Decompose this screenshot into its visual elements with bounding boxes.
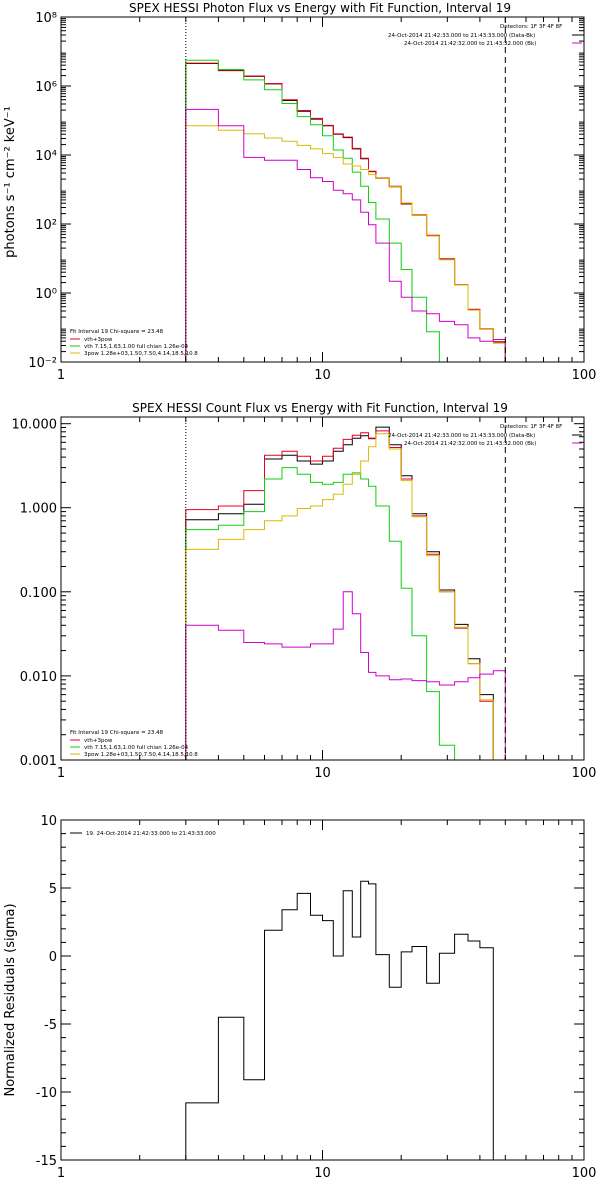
residuals-legend: 19. 24-Oct-2014 21:42:33.000 to 21:43:33… [70, 831, 216, 837]
residuals-ticks [60, 819, 585, 1161]
count-flux-legend-bottom: Fit Interval 19 Chi-square = 23.48 vth+3… [70, 730, 198, 758]
photon-flux-ticks [60, 16, 585, 363]
y-tick-label: 1.000 [20, 502, 57, 517]
residuals-y-label: Normalized Residuals (sigma) [3, 903, 18, 1096]
legend-vth: vth 7.15,1.63,1.00 full chian 1.26e-04 [84, 344, 189, 350]
y-tick-label: 10⁴ [35, 149, 57, 164]
x-tick-label: 10 [314, 368, 331, 383]
y-tick-label: -10 [36, 1086, 57, 1101]
series-vth+3pow [185, 430, 517, 760]
count-flux-title: SPEX HESSI Count Flux vs Energy with Fit… [132, 401, 508, 415]
legend-bk-interval: 24-Oct-2014 21:42:32.000 to 21:43:32.000… [404, 41, 536, 47]
y-tick-label: 0.001 [20, 754, 57, 769]
residuals-panel: Normalized Residuals (sigma) 1 10 100-15-1… [3, 814, 596, 1181]
x-tick-label: 1 [57, 1166, 65, 1181]
y-tick-label: 0.100 [20, 586, 57, 601]
photon-flux-panel: SPEX HESSI Photon Flux vs Energy with Fi… [3, 1, 596, 383]
x-tick-label: 10 [314, 1166, 331, 1181]
legend-data-interval: 24-Oct-2014 21:42:33.000 to 21:43:33.000… [388, 433, 535, 439]
photon-flux-tick-labels: 1 10 100 10⁻² 10⁰ 10² 10⁴ 10⁶ 10⁸ [28, 11, 596, 383]
series-vth+3pow [185, 62, 506, 362]
residuals-frame [60, 819, 585, 1161]
legend-3pow: 3pow 1.28e+03,1.50,7.50,4.14,18.5,10.8 [84, 752, 198, 758]
y-tick-label: 10² [35, 218, 57, 233]
legend-3pow: 3pow 1.28e+03,1.50,7.50,4.14,18.5,10.8 [84, 351, 198, 357]
y-tick-label: 10⁶ [35, 80, 57, 95]
y-tick-label: 10 [40, 814, 57, 829]
y-tick-label: 0 [49, 950, 57, 965]
photon-flux-vlines [185, 17, 506, 362]
legend-detectors: Detectors: 1F 3F 4F 8F [500, 424, 562, 430]
series-bkg [185, 108, 506, 362]
photon-flux-y-label: photons s⁻¹ cm⁻² keV⁻¹ [3, 106, 18, 258]
photon-flux-title: SPEX HESSI Photon Flux vs Energy with Fi… [129, 1, 511, 15]
y-tick-label: 10⁸ [35, 11, 57, 26]
residuals-series [185, 880, 506, 1160]
series-3pow [185, 433, 517, 760]
residuals-tick-labels: 1 10 100 -15 -10 -5 0 5 10 [36, 814, 597, 1181]
x-tick-label: 1 [57, 368, 65, 383]
count-flux-series [185, 426, 517, 760]
count-flux-vlines [185, 417, 506, 760]
legend-fit-interval: Fit Interval 19 Chi-square = 23.48 [70, 730, 164, 736]
count-flux-tick-labels: 1 10 100 0.001 0.010 0.100 1.000 10.000 [12, 418, 597, 781]
series-3pow [185, 125, 506, 362]
count-flux-ticks [60, 417, 585, 761]
x-tick-label: 100 [572, 368, 597, 383]
photon-flux-legend-bottom: Fit Interval 19 Chi-square = 23.48 vth+3… [70, 329, 198, 357]
legend-vth3pow: vth+3pow [84, 337, 113, 343]
y-tick-label: -5 [44, 1018, 57, 1033]
count-flux-legend-top: Detectors: 1F 3F 4F 8F 24-Oct-2014 21:42… [388, 424, 582, 447]
photon-flux-series [185, 59, 506, 362]
y-tick-label: 0.010 [20, 670, 57, 685]
series-vth [185, 59, 506, 362]
y-tick-label: -15 [36, 1154, 57, 1169]
legend-data-interval: 24-Oct-2014 21:42:33.000 to 21:43:33.000… [388, 33, 535, 39]
y-tick-label: 5 [49, 882, 57, 897]
x-tick-label: 10 [314, 766, 331, 781]
series-bkg [185, 591, 517, 760]
count-flux-panel: SPEX HESSI Count Flux vs Energy with Fit… [12, 401, 597, 781]
legend-vth: vth 7.15,1.63,1.00 full chian 1.26e-04 [84, 745, 189, 751]
legend-bk-interval: 24-Oct-2014 21:42:32.000 to 21:43:32.000… [404, 441, 536, 447]
series-residuals [185, 880, 506, 1160]
residuals-legend-label: 19. 24-Oct-2014 21:42:33.000 to 21:43:33… [86, 831, 216, 837]
x-tick-label: 100 [572, 1166, 597, 1181]
y-tick-label: 10⁰ [35, 287, 57, 302]
y-tick-label: 10⁻² [28, 356, 57, 371]
legend-detectors: Detectors: 1F 3F 4F 8F [500, 24, 562, 30]
x-tick-label: 1 [57, 766, 65, 781]
photon-flux-legend-top: Detectors: 1F 3F 4F 8F 24-Oct-2014 21:42… [388, 24, 582, 47]
series-total [185, 426, 517, 760]
series-total [185, 63, 506, 362]
y-tick-label: 10.000 [12, 418, 58, 433]
series-vth [185, 467, 517, 760]
x-tick-label: 100 [572, 766, 597, 781]
legend-vth3pow: vth+3pow [84, 738, 113, 744]
legend-fit-interval: Fit Interval 19 Chi-square = 23.48 [70, 329, 164, 335]
